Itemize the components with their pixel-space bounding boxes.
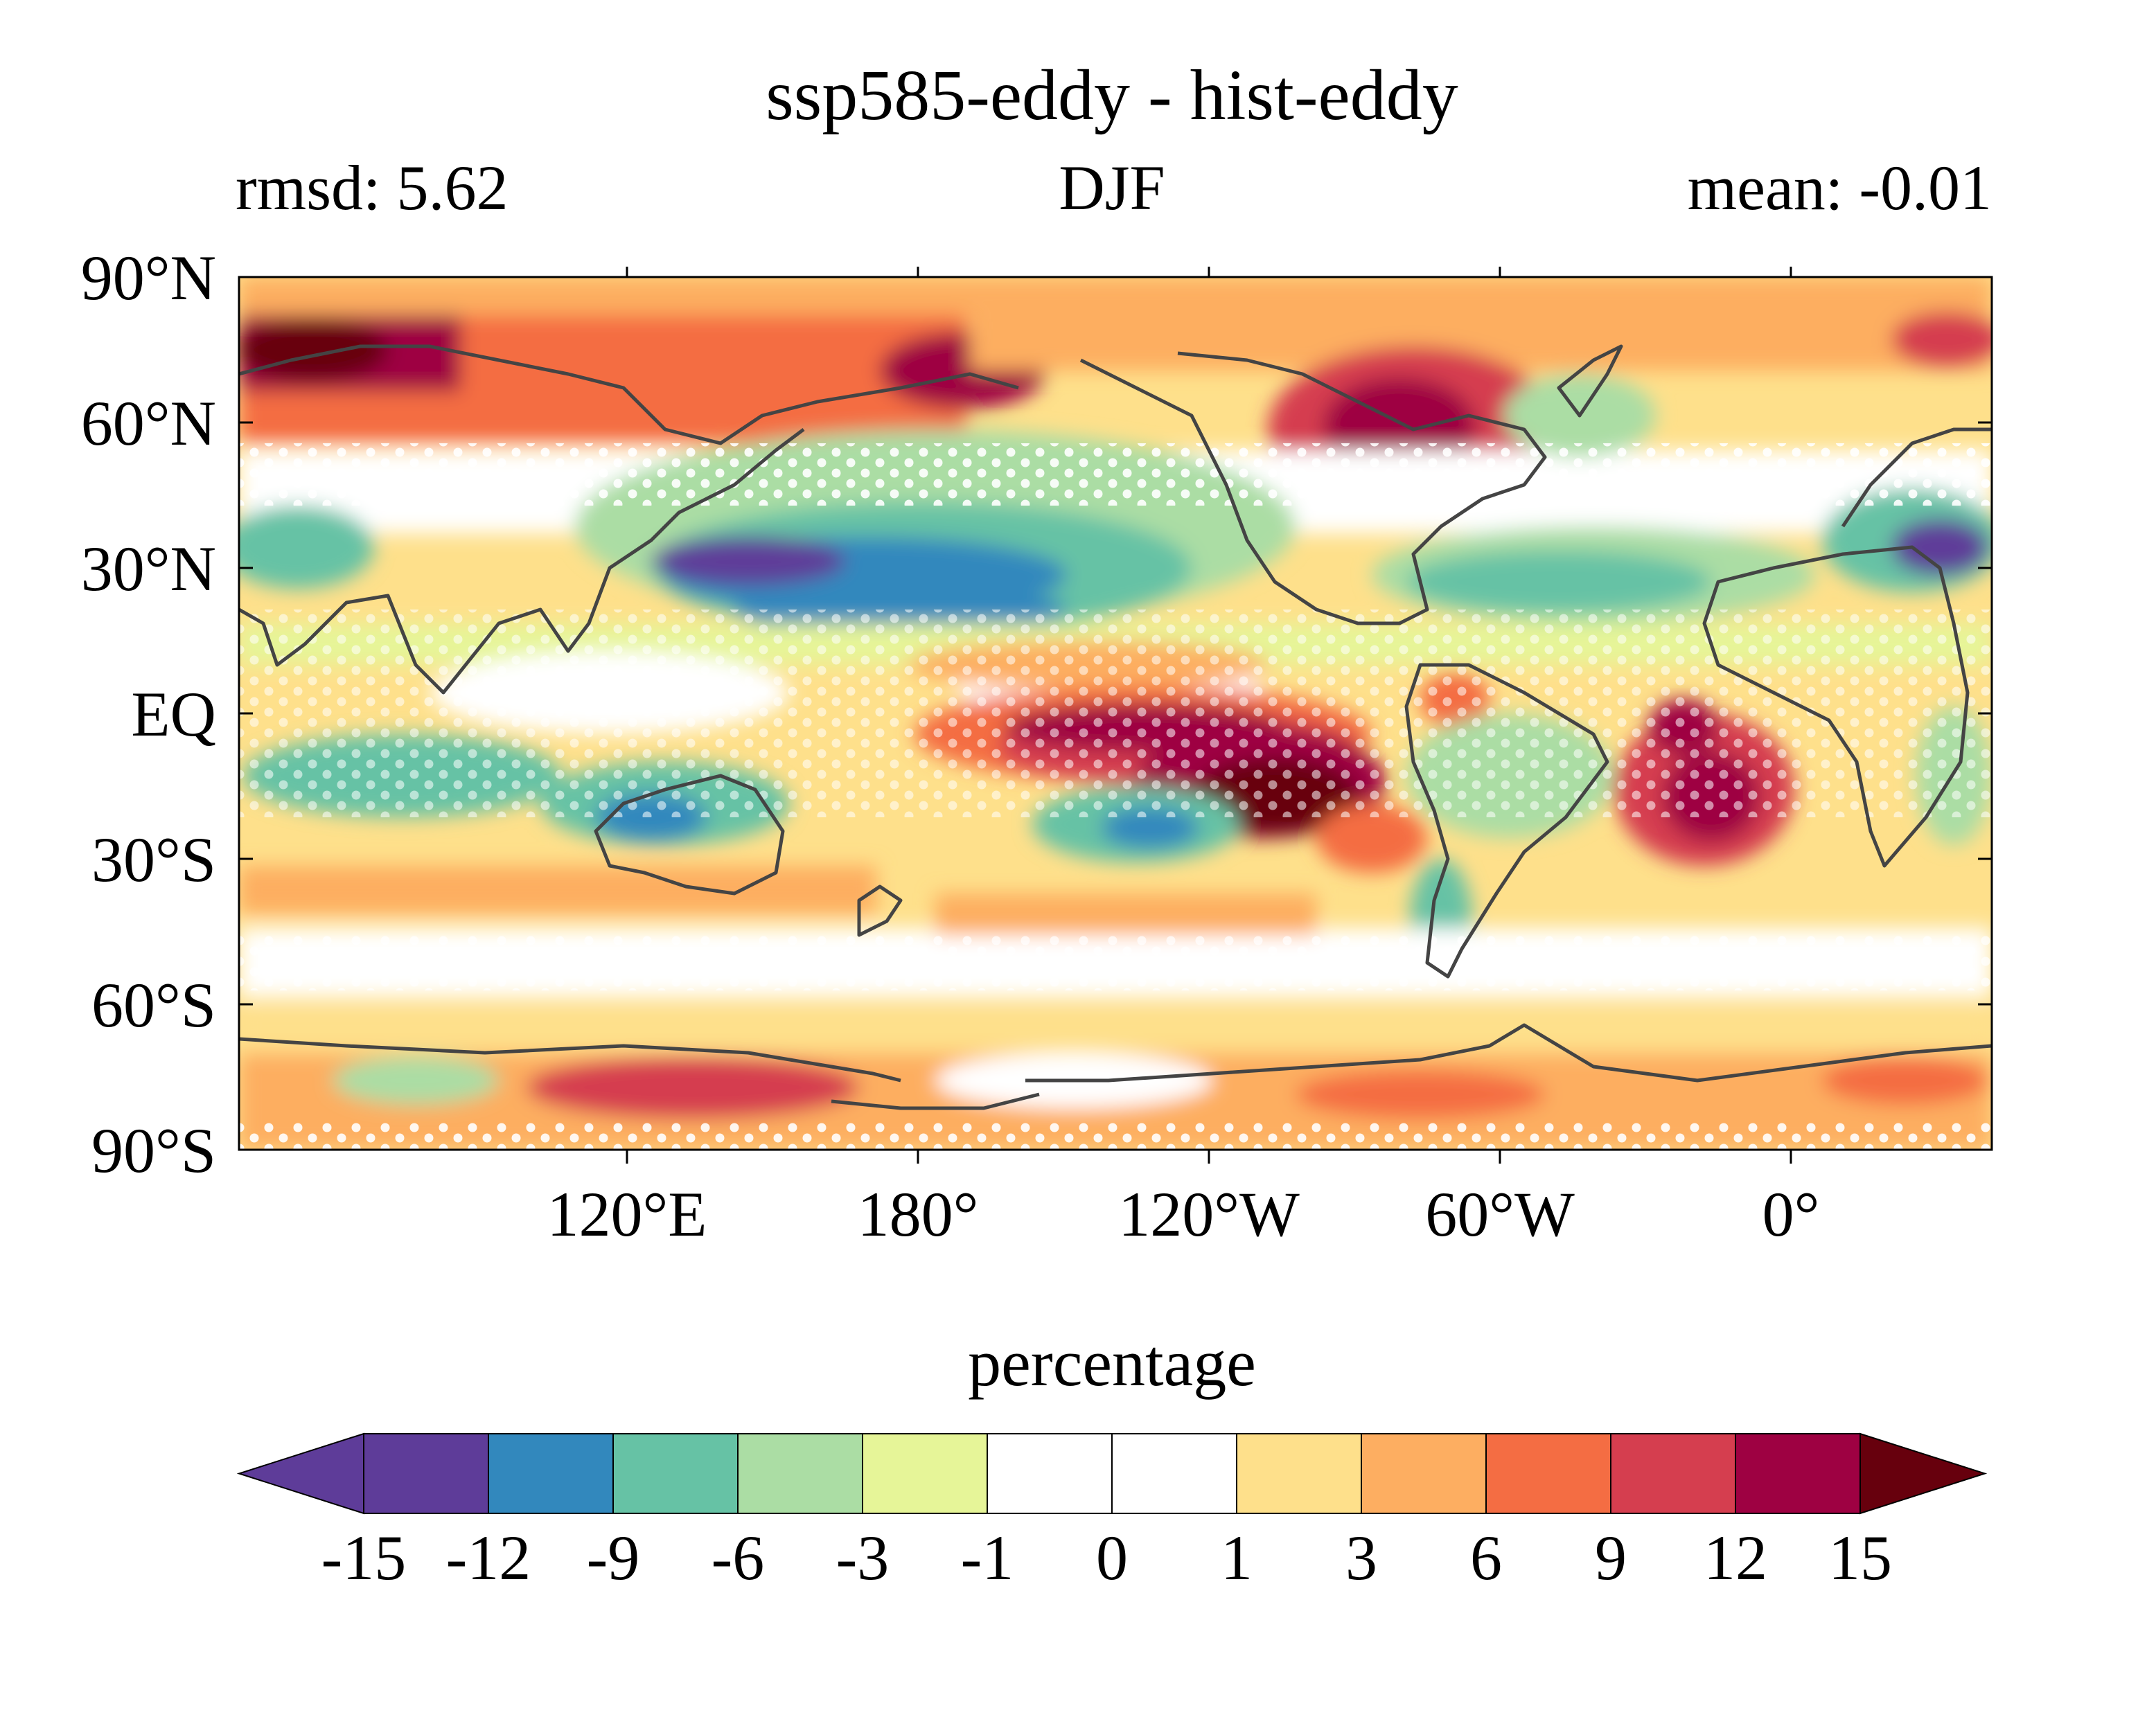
lat-label-60s: 60°S: [91, 970, 216, 1040]
colorbar-tick-label: 9: [1595, 1522, 1627, 1593]
colorbar-tick-labels: -15 -12 -9 -6 -3 -1 0 1 3 6 9 12 15: [321, 1522, 1892, 1593]
latitude-axis: [239, 276, 1992, 1151]
colorbar-segment: [612, 1433, 739, 1514]
colorbar-segment: [987, 1433, 1113, 1514]
coastlines: [239, 344, 1992, 1110]
colorbar-tick-label: 15: [1828, 1522, 1892, 1593]
colorbar-tick-label: -3: [836, 1522, 890, 1593]
lon-label-120e: 120°E: [547, 1179, 707, 1249]
colorbar-tick-label: -12: [446, 1522, 531, 1593]
colorbar-segment: [737, 1433, 863, 1514]
figure-title: ssp585-eddy - hist-eddy: [766, 55, 1458, 135]
colorbar-tick-label: 0: [1096, 1522, 1128, 1593]
lat-label-90n: 90°N: [81, 242, 216, 313]
colorbar: [236, 1432, 1988, 1515]
lat-label-90s: 90°S: [91, 1115, 216, 1186]
colorbar-segment: [1735, 1433, 1861, 1514]
stippling: [239, 443, 1992, 1150]
colorbar-under-extension: [236, 1432, 364, 1515]
colorbar-segment: [1361, 1433, 1487, 1514]
colorbar-tick-label: -15: [321, 1522, 407, 1593]
colorbar-segment: [1111, 1433, 1237, 1514]
season-label: DJF: [1059, 152, 1165, 223]
colorbar-label: percentage: [968, 1326, 1256, 1400]
colorbar-tick-label: 12: [1704, 1522, 1767, 1593]
lat-label-30n: 30°N: [81, 533, 216, 604]
colorbar-segment: [862, 1433, 988, 1514]
lat-label-eq: EQ: [131, 679, 216, 749]
lon-label-120w: 120°W: [1118, 1179, 1300, 1249]
lat-label-60n: 60°N: [81, 388, 216, 459]
lon-label-0: 0°: [1762, 1179, 1820, 1249]
colorbar-tick-label: -1: [961, 1522, 1014, 1593]
colorbar-segment: [1610, 1433, 1736, 1514]
lon-label-180: 180°: [858, 1179, 979, 1249]
colorbar-tick-label: 3: [1345, 1522, 1377, 1593]
mean-label: mean: -0.01: [1688, 152, 1992, 223]
colorbar-segment: [1236, 1433, 1362, 1514]
colorbar-segment: [488, 1433, 614, 1514]
longitude-axis: [626, 267, 1792, 1164]
rmsd-label: rmsd: 5.62: [236, 152, 509, 223]
colorbar-segment: [363, 1433, 489, 1514]
lat-label-30s: 30°S: [91, 824, 216, 895]
lon-label-60w: 60°W: [1425, 1179, 1575, 1249]
colorbar-tick-label: -6: [712, 1522, 765, 1593]
colorbar-over-extension: [1859, 1432, 1988, 1515]
colorbar-tick-label: 6: [1470, 1522, 1502, 1593]
colorbar-tick-label: 1: [1221, 1522, 1253, 1593]
map-panel: [239, 277, 1992, 1150]
colorbar-tick-label: -9: [587, 1522, 640, 1593]
colorbar-segment: [1485, 1433, 1611, 1514]
